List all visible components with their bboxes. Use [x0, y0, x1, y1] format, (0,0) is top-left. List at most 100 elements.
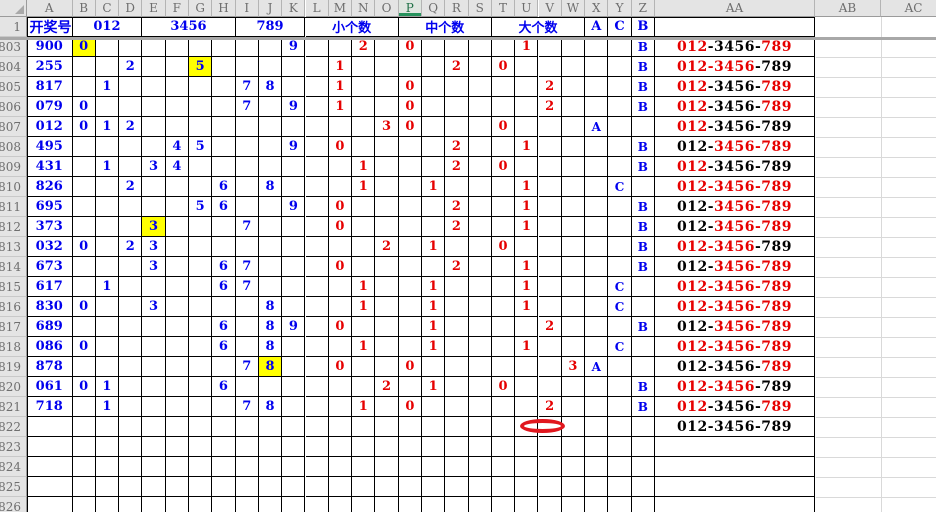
cell-810-G[interactable]	[189, 177, 213, 197]
cell-809-L[interactable]	[305, 157, 329, 177]
cell-821-V[interactable]: 2	[538, 397, 562, 417]
cell-822-G[interactable]	[189, 417, 213, 437]
cell-813-D[interactable]: 2	[119, 237, 143, 257]
cell-822-D[interactable]	[119, 417, 143, 437]
cell-820-Z[interactable]: B	[631, 377, 655, 397]
cell-803-X[interactable]	[585, 37, 609, 57]
cell-809-C[interactable]: 1	[95, 157, 120, 177]
cell-803-J[interactable]	[258, 37, 283, 57]
cell-806-S[interactable]	[468, 97, 492, 117]
cell-814-Y[interactable]	[608, 257, 632, 277]
cell-811-X[interactable]	[585, 197, 609, 217]
cell-818-R[interactable]	[445, 337, 469, 357]
cell-807-H[interactable]	[212, 117, 236, 137]
cell-803-B[interactable]: 0	[72, 37, 96, 57]
cell-812-O[interactable]	[375, 217, 399, 237]
cell-811-AA[interactable]: 012-3456-789	[655, 197, 815, 217]
cell-814-Q[interactable]	[422, 257, 446, 277]
cell-824-L[interactable]	[305, 457, 329, 477]
cell-824-A[interactable]	[27, 457, 73, 477]
cell-821-K[interactable]	[282, 397, 306, 417]
cell-825-J[interactable]	[258, 477, 283, 497]
cell-803-V[interactable]	[538, 37, 562, 57]
cell-826-H[interactable]	[212, 497, 236, 512]
cell-806-W[interactable]	[561, 97, 586, 117]
cell-807-T[interactable]: 0	[491, 117, 516, 137]
cell-825-Z[interactable]	[631, 477, 655, 497]
cell-811-G[interactable]: 5	[189, 197, 213, 217]
cell-826-A[interactable]	[27, 497, 73, 512]
cell-820-V[interactable]	[538, 377, 562, 397]
cell-825-K[interactable]	[282, 477, 306, 497]
cell-825-X[interactable]	[585, 477, 609, 497]
cell-803-Q[interactable]	[422, 37, 446, 57]
cell-809-G[interactable]	[189, 157, 213, 177]
cell-810-I[interactable]	[235, 177, 259, 197]
cell-814-M[interactable]: 0	[328, 257, 353, 277]
cell-804-F[interactable]	[165, 57, 189, 77]
cell-809-E[interactable]: 3	[142, 157, 166, 177]
cell-820-I[interactable]	[235, 377, 259, 397]
cell-815-D[interactable]	[119, 277, 143, 297]
cell-817-V[interactable]: 2	[538, 317, 562, 337]
cell-825-Q[interactable]	[422, 477, 446, 497]
cell-826-Y[interactable]	[608, 497, 632, 512]
cell-820-U[interactable]	[515, 377, 539, 397]
cell-818-Q[interactable]: 1	[422, 337, 446, 357]
column-header-J[interactable]: J	[258, 0, 283, 17]
cell-825-G[interactable]	[189, 477, 213, 497]
cell-813-E[interactable]: 3	[142, 237, 166, 257]
cell-824-J[interactable]	[258, 457, 283, 477]
cell-822-T[interactable]	[491, 417, 516, 437]
cell-823-F[interactable]	[165, 437, 189, 457]
cell-813-T[interactable]: 0	[491, 237, 516, 257]
cell-815-C[interactable]: 1	[95, 277, 120, 297]
cell-821-P[interactable]: 0	[398, 397, 422, 417]
cell-806-O[interactable]	[375, 97, 399, 117]
column-header-AA[interactable]: AA	[655, 0, 815, 17]
cell-805-J[interactable]: 8	[258, 77, 283, 97]
cell-816-C[interactable]	[95, 297, 120, 317]
cell-821-M[interactable]	[328, 397, 353, 417]
cell-816-A[interactable]: 830	[27, 297, 73, 317]
cell-808-H[interactable]	[212, 137, 236, 157]
row-header-813[interactable]: 813	[0, 237, 27, 257]
cell-811-R[interactable]: 2	[445, 197, 469, 217]
cell-803-M[interactable]	[328, 37, 353, 57]
cell-811-I[interactable]	[235, 197, 259, 217]
cell-816-O[interactable]	[375, 297, 399, 317]
header-cell-C[interactable]: C	[608, 17, 632, 37]
row-header-815[interactable]: 815	[0, 277, 27, 297]
cell-818-W[interactable]	[561, 337, 586, 357]
row-header-819[interactable]: 819	[0, 357, 27, 377]
cell-804-G[interactable]: 5	[189, 57, 213, 77]
cell-822-P[interactable]	[398, 417, 422, 437]
cell-822-L[interactable]	[305, 417, 329, 437]
cell-824-X[interactable]	[585, 457, 609, 477]
header-cell-B[interactable]: B	[631, 17, 655, 37]
cell-815-P[interactable]	[398, 277, 422, 297]
cell-814-F[interactable]	[165, 257, 189, 277]
cell-816-Q[interactable]: 1	[422, 297, 446, 317]
cell-818-A[interactable]: 086	[27, 337, 73, 357]
cell-822-S[interactable]	[468, 417, 492, 437]
cell-819-R[interactable]	[445, 357, 469, 377]
cell-818-U[interactable]: 1	[515, 337, 539, 357]
cell-822-X[interactable]	[585, 417, 609, 437]
cell-805-U[interactable]	[515, 77, 539, 97]
cell-819-V[interactable]	[538, 357, 562, 377]
cell-803-N[interactable]: 2	[352, 37, 376, 57]
cell-804-M[interactable]: 1	[328, 57, 353, 77]
cell-813-R[interactable]	[445, 237, 469, 257]
cell-825-N[interactable]	[352, 477, 376, 497]
cell-807-P[interactable]: 0	[398, 117, 422, 137]
cell-824-R[interactable]	[445, 457, 469, 477]
cell-812-U[interactable]: 1	[515, 217, 539, 237]
cell-813-G[interactable]	[189, 237, 213, 257]
cell-823-P[interactable]	[398, 437, 422, 457]
cell-815-X[interactable]	[585, 277, 609, 297]
cell-814-B[interactable]	[72, 257, 96, 277]
cell-803-AA[interactable]: 012-3456-789	[655, 37, 815, 57]
cell-819-B[interactable]	[72, 357, 96, 377]
cell-811-J[interactable]	[258, 197, 283, 217]
